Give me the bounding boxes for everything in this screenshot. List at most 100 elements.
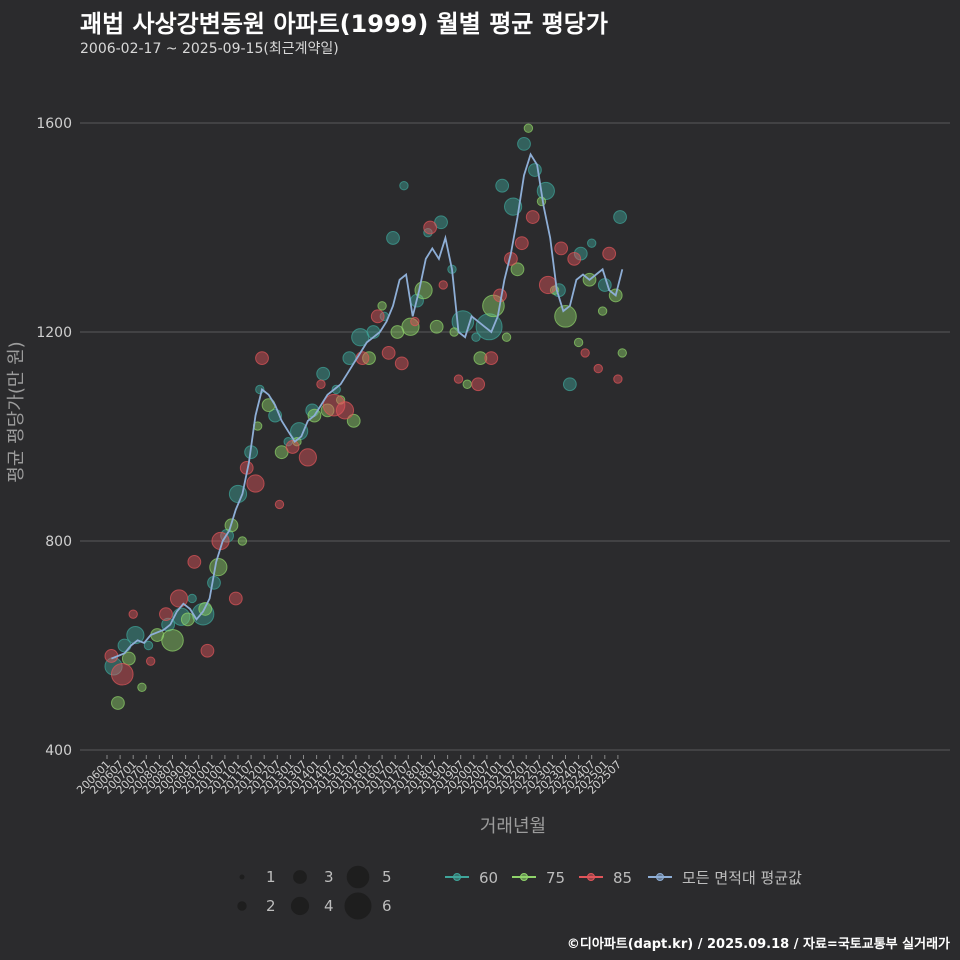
scatter-points bbox=[104, 123, 627, 710]
data-point-75 bbox=[161, 628, 184, 652]
data-point-85 bbox=[274, 499, 285, 510]
data-point-60 bbox=[503, 197, 523, 216]
data-point-75 bbox=[510, 262, 525, 277]
data-point-85 bbox=[423, 220, 438, 235]
legend-size-label: 4 bbox=[324, 897, 334, 915]
y-axis-ticks: 400 800 1200 1600 bbox=[36, 116, 72, 759]
data-point-85 bbox=[613, 374, 623, 384]
legend-size-5 bbox=[346, 865, 370, 889]
data-point-85 bbox=[285, 440, 300, 454]
data-point-85 bbox=[453, 374, 464, 384]
data-point-75 bbox=[274, 445, 289, 460]
legend-point-모든 면적대 평균값 bbox=[656, 873, 664, 881]
legend-series-label: 85 bbox=[613, 869, 632, 887]
average-line-group bbox=[111, 152, 624, 660]
legend-size-3 bbox=[293, 870, 307, 884]
y-tick-label: 1600 bbox=[36, 116, 72, 132]
data-point-75 bbox=[401, 317, 420, 336]
legend-size-label: 5 bbox=[382, 868, 392, 886]
data-point-85 bbox=[381, 346, 396, 360]
data-point-75 bbox=[523, 123, 534, 133]
data-point-75 bbox=[449, 327, 459, 337]
legend-size-label: 2 bbox=[266, 897, 276, 915]
data-point-85 bbox=[580, 348, 590, 358]
legend-series-label: 60 bbox=[479, 869, 498, 887]
data-point-75 bbox=[111, 696, 125, 710]
legend-point-75 bbox=[520, 873, 528, 881]
data-point-85 bbox=[410, 316, 420, 327]
chart-subtitle: 2006-02-17 ~ 2025-09-15(최근계약일) bbox=[80, 41, 339, 57]
data-point-75 bbox=[209, 558, 228, 577]
data-point-75 bbox=[121, 651, 136, 666]
data-point-60 bbox=[399, 181, 409, 191]
data-point-75 bbox=[462, 379, 472, 389]
data-point-85 bbox=[593, 363, 603, 374]
data-point-75 bbox=[617, 348, 627, 358]
y-tick-label: 400 bbox=[45, 743, 72, 759]
y-axis-label: 평균 평당가(만 원) bbox=[6, 341, 27, 482]
data-point-85 bbox=[128, 609, 138, 619]
data-point-85 bbox=[187, 555, 202, 569]
legend: 1 2 3 4 5 6 60 75 85 모든 면적대 평균값 bbox=[237, 865, 802, 920]
data-point-60 bbox=[562, 377, 577, 392]
x-axis-label: 거래년월 bbox=[480, 816, 546, 837]
y-tick-label: 800 bbox=[45, 534, 72, 550]
data-point-75 bbox=[573, 337, 584, 348]
data-point-60 bbox=[587, 238, 597, 248]
data-point-85 bbox=[110, 662, 134, 686]
data-point-85 bbox=[322, 393, 346, 417]
data-point-85 bbox=[246, 474, 265, 493]
legend-point-85 bbox=[587, 873, 595, 881]
data-point-85 bbox=[484, 351, 499, 366]
data-point-75 bbox=[320, 403, 335, 418]
legend-size-4 bbox=[290, 896, 310, 916]
data-point-85 bbox=[438, 280, 448, 290]
data-point-75 bbox=[501, 332, 512, 342]
data-point-60 bbox=[613, 210, 627, 224]
footer-credit: ©디아파트(dapt.kr) / 2025.09.18 / 자료=국토교통부 실… bbox=[566, 937, 950, 952]
data-point-85 bbox=[255, 351, 269, 366]
data-point-85 bbox=[554, 241, 569, 256]
data-point-85 bbox=[335, 401, 355, 420]
data-point-85 bbox=[538, 275, 558, 295]
legend-size-label: 6 bbox=[382, 897, 392, 915]
chart-title: 괘법 사상강변동원 아파트(1999) 월별 평균 평당가 bbox=[80, 10, 608, 38]
data-point-60 bbox=[423, 228, 433, 238]
data-point-75 bbox=[180, 612, 195, 627]
legend-series-label: 75 bbox=[546, 869, 565, 887]
data-point-75 bbox=[554, 305, 577, 328]
data-point-75 bbox=[346, 413, 361, 428]
legend-size-6 bbox=[344, 892, 372, 920]
data-point-85 bbox=[228, 591, 243, 606]
data-point-85 bbox=[514, 236, 529, 251]
data-point-75 bbox=[473, 351, 488, 366]
data-point-75 bbox=[597, 306, 608, 316]
data-point-60 bbox=[434, 215, 448, 230]
data-point-60 bbox=[517, 137, 531, 151]
average-line bbox=[111, 152, 624, 660]
data-point-85 bbox=[316, 379, 326, 389]
data-point-85 bbox=[298, 448, 317, 467]
data-point-85 bbox=[370, 309, 385, 324]
legend-size-label: 1 bbox=[266, 868, 276, 886]
legend-size-1 bbox=[239, 874, 245, 880]
data-point-75 bbox=[137, 682, 147, 692]
data-point-75 bbox=[536, 196, 547, 207]
legend-size-2 bbox=[237, 901, 247, 911]
data-point-60 bbox=[471, 332, 481, 342]
data-point-60 bbox=[495, 178, 510, 193]
data-point-85 bbox=[394, 356, 409, 371]
legend-size-label: 3 bbox=[324, 868, 334, 886]
data-point-75 bbox=[429, 319, 444, 334]
data-point-85 bbox=[567, 251, 582, 266]
data-point-85 bbox=[200, 643, 215, 658]
data-point-60 bbox=[126, 625, 145, 645]
legend-series-label: 모든 면적대 평균값 bbox=[682, 869, 802, 887]
data-point-60 bbox=[331, 384, 341, 395]
x-axis-ticks: 2006012006072007012007072008012008072009… bbox=[74, 755, 624, 797]
data-point-85 bbox=[145, 656, 156, 666]
data-point-85 bbox=[159, 607, 173, 622]
legend-point-60 bbox=[453, 873, 461, 881]
data-point-60 bbox=[143, 640, 154, 651]
